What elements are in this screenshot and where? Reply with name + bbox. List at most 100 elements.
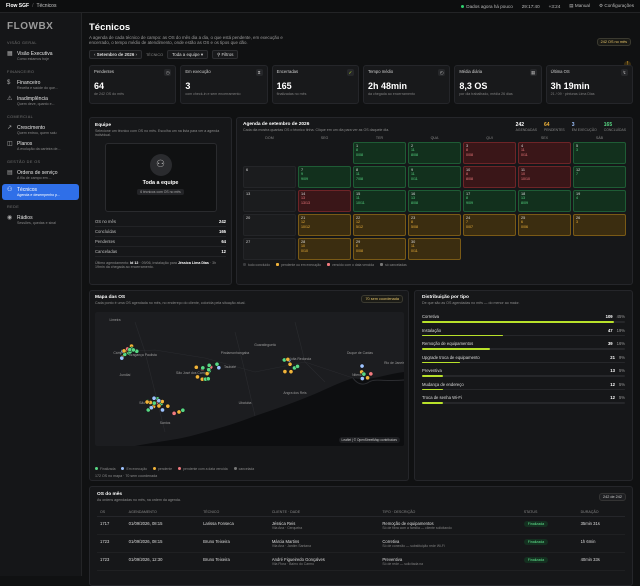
- filters-button[interactable]: ⚲ Filtros: [212, 50, 239, 60]
- map-point[interactable]: [151, 400, 157, 406]
- tech-select[interactable]: Toda a equipe ▾: [167, 50, 209, 60]
- table-row[interactable]: 1723 01/09/2026, 08:15 Bruno Teixeira Márci…: [97, 534, 625, 554]
- map-point[interactable]: [144, 399, 150, 405]
- sidebar-item-sub: Quem entrou, quem saiu: [17, 130, 57, 135]
- map-point[interactable]: [205, 376, 211, 382]
- map-point[interactable]: [368, 371, 374, 377]
- calendar-day[interactable]: 17 8 9/09: [463, 190, 516, 213]
- map-point[interactable]: [206, 362, 212, 368]
- map-point[interactable]: [200, 365, 206, 371]
- map-point[interactable]: [119, 355, 125, 361]
- dist-row[interactable]: Preventiva 13 5%: [422, 366, 625, 380]
- map-point[interactable]: [180, 407, 186, 413]
- map-point[interactable]: [361, 371, 367, 377]
- dist-row[interactable]: Instalação 47 19%: [422, 326, 625, 340]
- table-row[interactable]: 1717 01/09/2026, 08:15 Larissa Fonseca Jéss…: [97, 516, 625, 536]
- calendar-day[interactable]: 21 12 10/12: [298, 214, 351, 237]
- calendar-day[interactable]: 9 11 0/11: [408, 166, 461, 189]
- calendar-day[interactable]: 4 11 0/11: [518, 142, 571, 165]
- os-map[interactable]: Limeira Campinas Bragança Paulista Jundiaí S…: [95, 312, 404, 446]
- calendar-day[interactable]: 25 6 0/06: [518, 214, 571, 237]
- dist-row[interactable]: Troca de senha Wi-Fi 12 5%: [422, 393, 625, 407]
- app-name[interactable]: Flow SGF: [6, 3, 30, 9]
- calendar-day[interactable]: 1 8 0/08: [353, 142, 406, 165]
- calendar-day[interactable]: 29 8 0/08: [353, 238, 406, 261]
- sidebar-item[interactable]: ⚠ Inadimplência Quem deve, quanto e...: [2, 93, 79, 110]
- map-point[interactable]: [171, 411, 177, 416]
- sidebar-item[interactable]: ⚇ Técnicos Agenda e desempenho p...: [2, 183, 79, 201]
- map-point[interactable]: [193, 364, 199, 370]
- map-point[interactable]: [216, 365, 222, 371]
- sidebar-item[interactable]: ◫ Planos A evolução da carteira de...: [2, 138, 79, 155]
- day-number: 29: [356, 240, 361, 245]
- calendar-day[interactable]: 18 13 8/09: [518, 190, 571, 213]
- map-point[interactable]: [176, 409, 182, 415]
- sidebar-item[interactable]: ▦ Visão Executiva Como estamos hoje: [2, 48, 79, 65]
- sidebar-item[interactable]: ◉ Rádios Sessões, quedas e sinal: [2, 212, 79, 229]
- calendar-day[interactable]: 16 13 8/08: [408, 190, 461, 213]
- map-points[interactable]: [119, 343, 374, 416]
- sidebar-item-label: Inadimplência: [17, 96, 48, 103]
- calendar-day[interactable]: 7 9 9/09: [298, 166, 351, 189]
- map-point[interactable]: [156, 398, 162, 404]
- calendar-day[interactable]: 24 7 0/07: [463, 214, 516, 237]
- calendar-day[interactable]: 2 11 8/08: [408, 142, 461, 165]
- calendar-day[interactable]: 6: [243, 166, 296, 189]
- calendar-day[interactable]: 30 11 0/11: [408, 238, 461, 261]
- calendar-day[interactable]: 10 8 8/08: [463, 166, 516, 189]
- map-point[interactable]: [365, 375, 370, 381]
- map-point[interactable]: [148, 405, 154, 411]
- calendar-day[interactable]: 13: [243, 190, 296, 213]
- day-os-count: 13: [521, 196, 525, 201]
- calendar-day[interactable]: 8 11 7/08: [353, 166, 406, 189]
- map-point[interactable]: [285, 357, 291, 362]
- sidebar-item[interactable]: ▤ Ordens de serviço A fila de campo em ...: [2, 167, 79, 184]
- dist-row[interactable]: Upgrade troca de equipamento 21 9%: [422, 353, 625, 367]
- calendar-day[interactable]: 15 11 10/11: [353, 190, 406, 213]
- day-number: 11: [521, 168, 525, 173]
- map-point[interactable]: [288, 369, 294, 375]
- map-point[interactable]: [287, 361, 293, 367]
- calendar-day[interactable]: 19 4: [573, 190, 626, 213]
- manual-link[interactable]: ▤ Manual: [569, 3, 590, 8]
- dist-row[interactable]: Corretiva 109 45%: [422, 312, 625, 326]
- map-point[interactable]: [195, 374, 200, 380]
- day-number: 4: [521, 144, 524, 149]
- settings-link[interactable]: ⚙ Configurações: [598, 3, 634, 8]
- map-point[interactable]: [160, 407, 165, 413]
- sidebar-item[interactable]: $ Financeiro Receita e saúde do que...: [2, 77, 79, 94]
- map-point[interactable]: [121, 348, 127, 354]
- calendar-day[interactable]: 28 10 0/10: [298, 238, 351, 261]
- dist-row[interactable]: Remoção de equipamentos 39 16%: [422, 339, 625, 353]
- team-card[interactable]: ⚇ Toda a equipe 6 técnicos com OS no mês: [104, 142, 217, 212]
- alert-icon[interactable]: !: [624, 61, 631, 68]
- calendar-day[interactable]: 22 12 5/12: [353, 214, 406, 237]
- map-point[interactable]: [151, 395, 157, 401]
- calendar-day[interactable]: 14 13 13/13: [298, 190, 351, 213]
- map-point[interactable]: [295, 364, 300, 369]
- calendar-day[interactable]: 26 3: [573, 214, 626, 237]
- calendar-day[interactable]: 12 7: [573, 166, 626, 189]
- dist-row[interactable]: Mudança de endereço 12 5%: [422, 380, 625, 394]
- map-point[interactable]: [165, 403, 171, 409]
- map-point[interactable]: [206, 367, 212, 373]
- calendar-day[interactable]: 11 10 10/10: [518, 166, 571, 189]
- dist-percent: 5%: [618, 395, 625, 401]
- sidebar-item[interactable]: ↗ Crescimento Quem entrou, quem saiu: [2, 122, 79, 139]
- map-point[interactable]: [359, 363, 365, 369]
- period-select[interactable]: ‹ Setembro de 2026 ›: [89, 50, 142, 60]
- map-place-label: Pindamonhangaba: [221, 351, 250, 355]
- calendar-day[interactable]: 27: [243, 238, 296, 261]
- map-point[interactable]: [156, 403, 162, 409]
- calendar-day[interactable]: 20: [243, 214, 296, 237]
- os-client-sub: Vila Ana · Cerqueira: [271, 526, 303, 531]
- logo[interactable]: FLOWBX: [7, 21, 54, 32]
- map-point[interactable]: [359, 376, 365, 381]
- calendar-day[interactable]: 3 8 0/08: [463, 142, 516, 165]
- map-point[interactable]: [282, 369, 288, 374]
- calendar-day[interactable]: 23 8 5/08: [408, 214, 461, 237]
- map-point[interactable]: [131, 347, 136, 353]
- table-row[interactable]: 1723 01/09/2026, 12:30 Bruno Teixeira André…: [97, 552, 625, 572]
- map-point[interactable]: [204, 371, 210, 376]
